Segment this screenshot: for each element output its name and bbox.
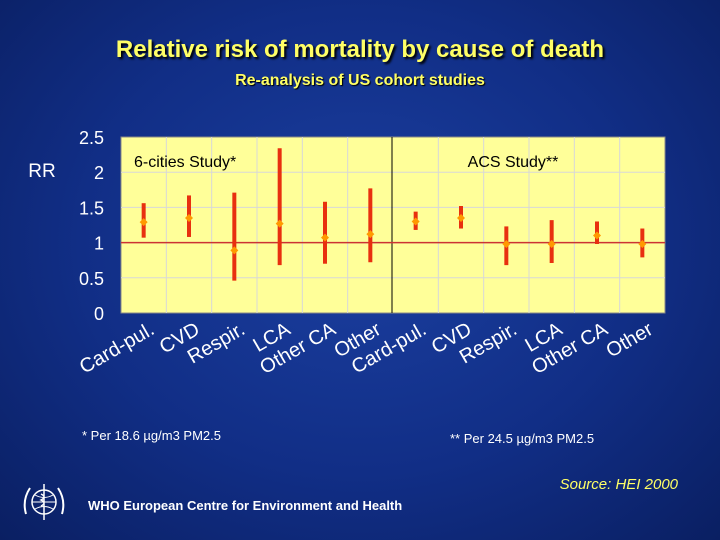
panel-label: ACS Study** — [468, 154, 559, 171]
y-tick-label: 2.5 — [79, 128, 104, 148]
y-tick-label: 1 — [94, 234, 104, 254]
y-tick-label: 0 — [94, 304, 104, 324]
rr-point — [411, 217, 420, 226]
who-emblem-icon — [16, 480, 72, 533]
panel-label: 6-cities Study* — [134, 154, 236, 171]
rr-point — [547, 240, 556, 249]
rr-point — [366, 230, 375, 239]
rr-point — [457, 213, 465, 222]
x-tick-label: Card-pul. — [76, 318, 158, 378]
rr-point — [185, 213, 193, 222]
y-tick-label: 0.5 — [79, 269, 104, 289]
data-marks — [139, 148, 647, 281]
y-tick-label: 1.5 — [79, 198, 104, 218]
y-tick-labels: 0 0.5 1 1.5 2 2.5 — [79, 128, 104, 324]
panel-labels: 6-cities Study* ACS Study** — [134, 154, 558, 171]
rr-point — [275, 219, 284, 228]
y-axis-label: RR — [28, 161, 55, 182]
slide-subtitle: Re-analysis of US cohort studies — [235, 72, 485, 89]
rr-point — [321, 233, 329, 242]
rr-point — [593, 231, 601, 240]
footer-organization: WHO European Centre for Environment and … — [88, 498, 403, 513]
rr-point — [139, 218, 148, 227]
footnote-6-cities: * Per 18.6 µg/m3 PM2.5 — [82, 428, 222, 443]
rr-point — [502, 240, 511, 249]
rr-point — [230, 246, 239, 255]
y-tick-label: 2 — [94, 163, 104, 183]
footnote-acs: ** Per 24.5 µg/m3 PM2.5 — [450, 431, 595, 446]
source-note: Source: HEI 2000 — [559, 476, 678, 493]
x-tick-label: Other — [603, 318, 658, 362]
rr-point — [638, 240, 647, 249]
slide-title: Relative risk of mortality by cause of d… — [115, 36, 605, 63]
